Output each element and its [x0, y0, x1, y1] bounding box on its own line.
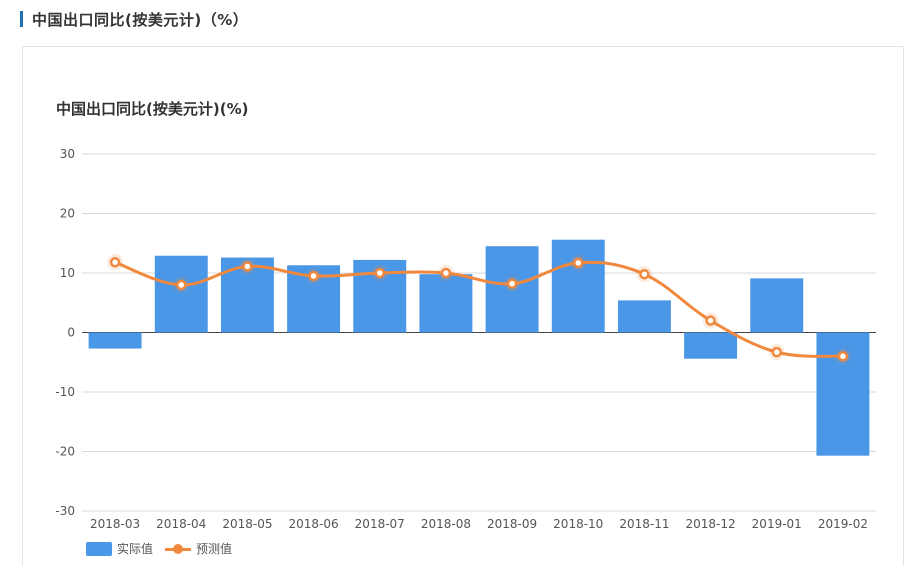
forecast-point[interactable]: [440, 267, 452, 279]
legend-label-forecast: 预测值: [196, 542, 233, 556]
forecast-point[interactable]: [573, 257, 584, 269]
bar-actual[interactable]: [617, 300, 671, 333]
bar-actual[interactable]: [154, 255, 208, 333]
x-tick-label: 2018-03: [90, 517, 140, 531]
forecast-point[interactable]: [242, 261, 253, 272]
forecast-point[interactable]: [639, 268, 650, 280]
forecast-point[interactable]: [374, 267, 385, 279]
y-tick-label: -30: [55, 504, 75, 518]
legend-swatch-forecast: [165, 542, 192, 556]
bar-actual[interactable]: [551, 239, 605, 333]
header-accent-bar: [20, 11, 23, 27]
forecast-point[interactable]: [308, 270, 319, 282]
legend-item-forecast[interactable]: 预测值: [165, 540, 232, 557]
x-tick-label: 2018-10: [553, 517, 603, 531]
section-title: 中国出口同比(按美元计)（%）: [32, 10, 249, 29]
bar-actual[interactable]: [684, 332, 738, 359]
section-header: 中国出口同比(按美元计)（%）: [20, 8, 248, 30]
forecast-point[interactable]: [705, 315, 716, 326]
x-tick-label: 2018-11: [619, 517, 669, 531]
x-tick-label: 2018-12: [686, 517, 736, 531]
forecast-point[interactable]: [176, 279, 187, 291]
forecast-point[interactable]: [506, 278, 518, 289]
chart-legend: 实际值 预测值: [86, 540, 244, 557]
chart-title: 中国出口同比(按美元计)(%): [56, 100, 249, 118]
bar-actual[interactable]: [88, 332, 142, 349]
forecast-point[interactable]: [837, 351, 849, 362]
forecast-point[interactable]: [109, 257, 121, 268]
y-tick-label: 20: [60, 207, 75, 221]
y-tick-label: 0: [67, 326, 75, 340]
y-tick-label: 30: [60, 147, 75, 161]
x-tick-label: 2018-05: [222, 517, 272, 531]
x-tick-label: 2019-01: [752, 517, 802, 531]
y-tick-label: -20: [55, 445, 75, 459]
bar-actual[interactable]: [419, 274, 473, 333]
forecast-point[interactable]: [771, 346, 782, 358]
x-tick-label: 2018-04: [156, 517, 206, 531]
legend-item-actual[interactable]: 实际值: [86, 540, 153, 557]
bar-actual[interactable]: [750, 278, 804, 333]
legend-label-actual: 实际值: [117, 542, 154, 556]
y-tick-label: -10: [55, 385, 75, 399]
x-tick-label: 2018-06: [289, 517, 339, 531]
x-tick-label: 2018-07: [355, 517, 405, 531]
y-tick-label: 10: [60, 266, 75, 280]
x-tick-label: 2018-09: [487, 517, 537, 531]
legend-swatch-actual: [86, 541, 112, 556]
x-tick-label: 2018-08: [421, 517, 471, 531]
x-tick-label: 2019-02: [818, 517, 868, 531]
bar-actual[interactable]: [485, 246, 539, 333]
